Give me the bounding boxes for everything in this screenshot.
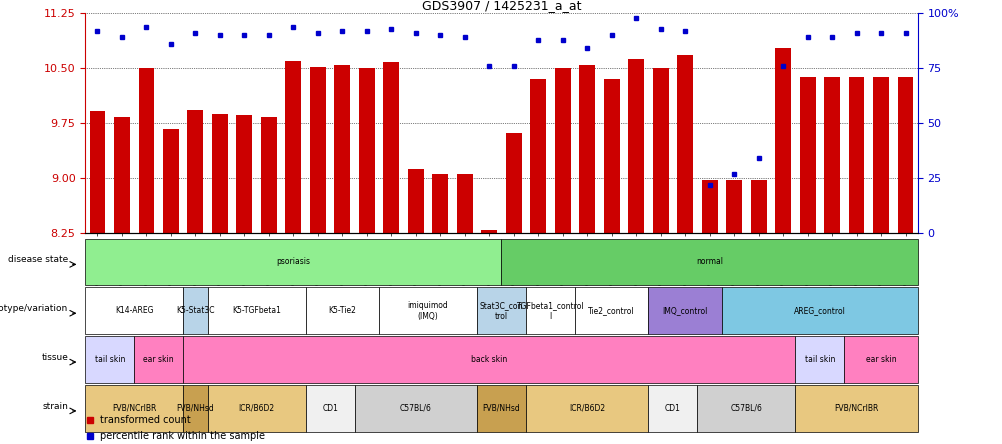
Bar xyxy=(530,79,546,233)
Bar xyxy=(286,61,301,233)
Bar xyxy=(647,287,721,334)
Bar xyxy=(525,287,574,334)
Text: imiquimod
(IMQ): imiquimod (IMQ) xyxy=(407,301,448,321)
Text: FVB/NCrIBR: FVB/NCrIBR xyxy=(112,404,156,413)
Text: FVB/NHsd: FVB/NHsd xyxy=(482,404,520,413)
Bar xyxy=(432,174,448,233)
Text: disease state: disease state xyxy=(8,255,68,264)
Text: K14-AREG: K14-AREG xyxy=(115,306,153,315)
Text: Stat3C_con
trol: Stat3C_con trol xyxy=(479,301,523,321)
Bar xyxy=(725,180,741,233)
Bar xyxy=(456,174,472,233)
Bar xyxy=(85,287,183,334)
Bar xyxy=(525,385,647,432)
Bar xyxy=(310,67,326,233)
Bar xyxy=(183,385,207,432)
Text: Tie2_control: Tie2_control xyxy=(588,306,634,315)
Bar xyxy=(696,385,795,432)
Bar xyxy=(163,129,178,233)
Text: back skin: back skin xyxy=(471,355,507,364)
Bar xyxy=(775,48,791,233)
Text: tissue: tissue xyxy=(41,353,68,362)
Bar xyxy=(505,133,521,233)
Bar xyxy=(85,238,501,285)
Bar xyxy=(85,336,134,383)
Bar xyxy=(138,68,154,233)
Bar xyxy=(379,287,477,334)
Bar xyxy=(134,336,183,383)
Text: CD1: CD1 xyxy=(322,404,338,413)
Text: ear skin: ear skin xyxy=(865,355,896,364)
Bar xyxy=(359,68,375,233)
Text: strain: strain xyxy=(42,401,68,411)
Text: K5-Stat3C: K5-Stat3C xyxy=(176,306,214,315)
Bar xyxy=(652,68,668,233)
Text: TGFbeta1_control
l: TGFbeta1_control l xyxy=(516,301,584,321)
Bar xyxy=(603,79,619,233)
Bar xyxy=(261,117,277,233)
Bar xyxy=(579,64,594,233)
Text: FVB/NHsd: FVB/NHsd xyxy=(176,404,214,413)
Text: psoriasis: psoriasis xyxy=(277,258,310,266)
Bar xyxy=(647,385,696,432)
Text: percentile rank within the sample: percentile rank within the sample xyxy=(100,431,265,440)
Bar xyxy=(306,385,355,432)
Text: tail skin: tail skin xyxy=(94,355,125,364)
Bar xyxy=(554,68,570,233)
Text: K5-Tie2: K5-Tie2 xyxy=(328,306,356,315)
Bar xyxy=(408,169,423,233)
Bar xyxy=(844,336,917,383)
Bar xyxy=(848,77,864,233)
Text: AREG_control: AREG_control xyxy=(793,306,845,315)
Bar xyxy=(627,59,643,233)
Bar xyxy=(477,385,525,432)
Text: C57BL/6: C57BL/6 xyxy=(729,404,762,413)
Text: tail skin: tail skin xyxy=(804,355,834,364)
Bar xyxy=(721,287,917,334)
Bar xyxy=(183,336,795,383)
Bar xyxy=(355,385,477,432)
Text: IMQ_control: IMQ_control xyxy=(661,306,707,315)
Text: normal: normal xyxy=(695,258,722,266)
Bar xyxy=(872,77,888,233)
Title: GDS3907 / 1425231_a_at: GDS3907 / 1425231_a_at xyxy=(421,0,581,12)
Bar xyxy=(334,64,350,233)
Bar xyxy=(701,180,716,233)
Bar xyxy=(306,287,379,334)
Bar xyxy=(795,385,917,432)
Text: C57BL/6: C57BL/6 xyxy=(400,404,431,413)
Bar xyxy=(481,230,497,233)
Bar xyxy=(383,63,399,233)
Bar xyxy=(85,385,183,432)
Bar xyxy=(749,180,766,233)
Text: K5-TGFbeta1: K5-TGFbeta1 xyxy=(232,306,281,315)
Bar xyxy=(89,111,105,233)
Bar xyxy=(236,115,253,233)
Text: ICR/B6D2: ICR/B6D2 xyxy=(568,404,604,413)
Text: transformed count: transformed count xyxy=(100,415,190,425)
Bar xyxy=(211,115,227,233)
Text: ICR/B6D2: ICR/B6D2 xyxy=(238,404,275,413)
Bar xyxy=(824,77,839,233)
Text: genotype/variation: genotype/variation xyxy=(0,304,68,313)
Bar xyxy=(501,238,917,285)
Bar xyxy=(676,55,692,233)
Text: CD1: CD1 xyxy=(664,404,680,413)
Bar xyxy=(795,336,844,383)
Bar xyxy=(207,385,306,432)
Bar xyxy=(187,110,203,233)
Bar xyxy=(477,287,525,334)
Bar xyxy=(114,117,130,233)
Bar xyxy=(183,287,207,334)
Bar xyxy=(574,287,647,334)
Text: FVB/NCrIBR: FVB/NCrIBR xyxy=(834,404,878,413)
Bar xyxy=(897,77,913,233)
Bar xyxy=(799,77,815,233)
Bar xyxy=(207,287,306,334)
Text: ear skin: ear skin xyxy=(143,355,174,364)
